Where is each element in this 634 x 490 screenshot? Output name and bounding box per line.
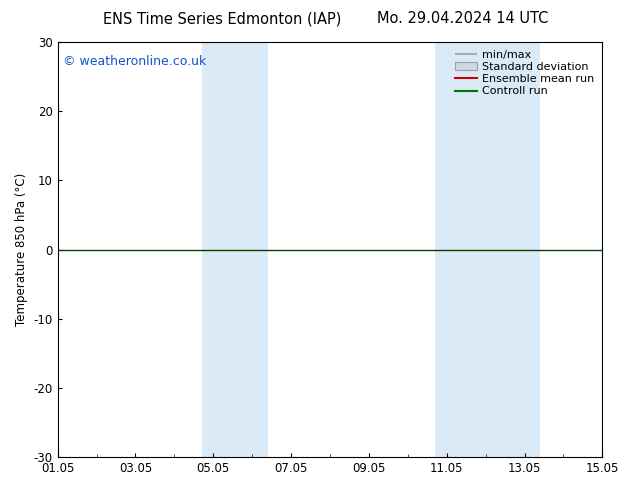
Bar — [202, 42, 268, 457]
Text: ENS Time Series Edmonton (IAP): ENS Time Series Edmonton (IAP) — [103, 11, 341, 26]
Bar — [435, 42, 540, 457]
Legend: min/max, Standard deviation, Ensemble mean run, Controll run: min/max, Standard deviation, Ensemble me… — [452, 48, 597, 98]
Text: © weatheronline.co.uk: © weatheronline.co.uk — [63, 54, 206, 68]
Y-axis label: Temperature 850 hPa (°C): Temperature 850 hPa (°C) — [15, 173, 28, 326]
Text: Mo. 29.04.2024 14 UTC: Mo. 29.04.2024 14 UTC — [377, 11, 548, 26]
